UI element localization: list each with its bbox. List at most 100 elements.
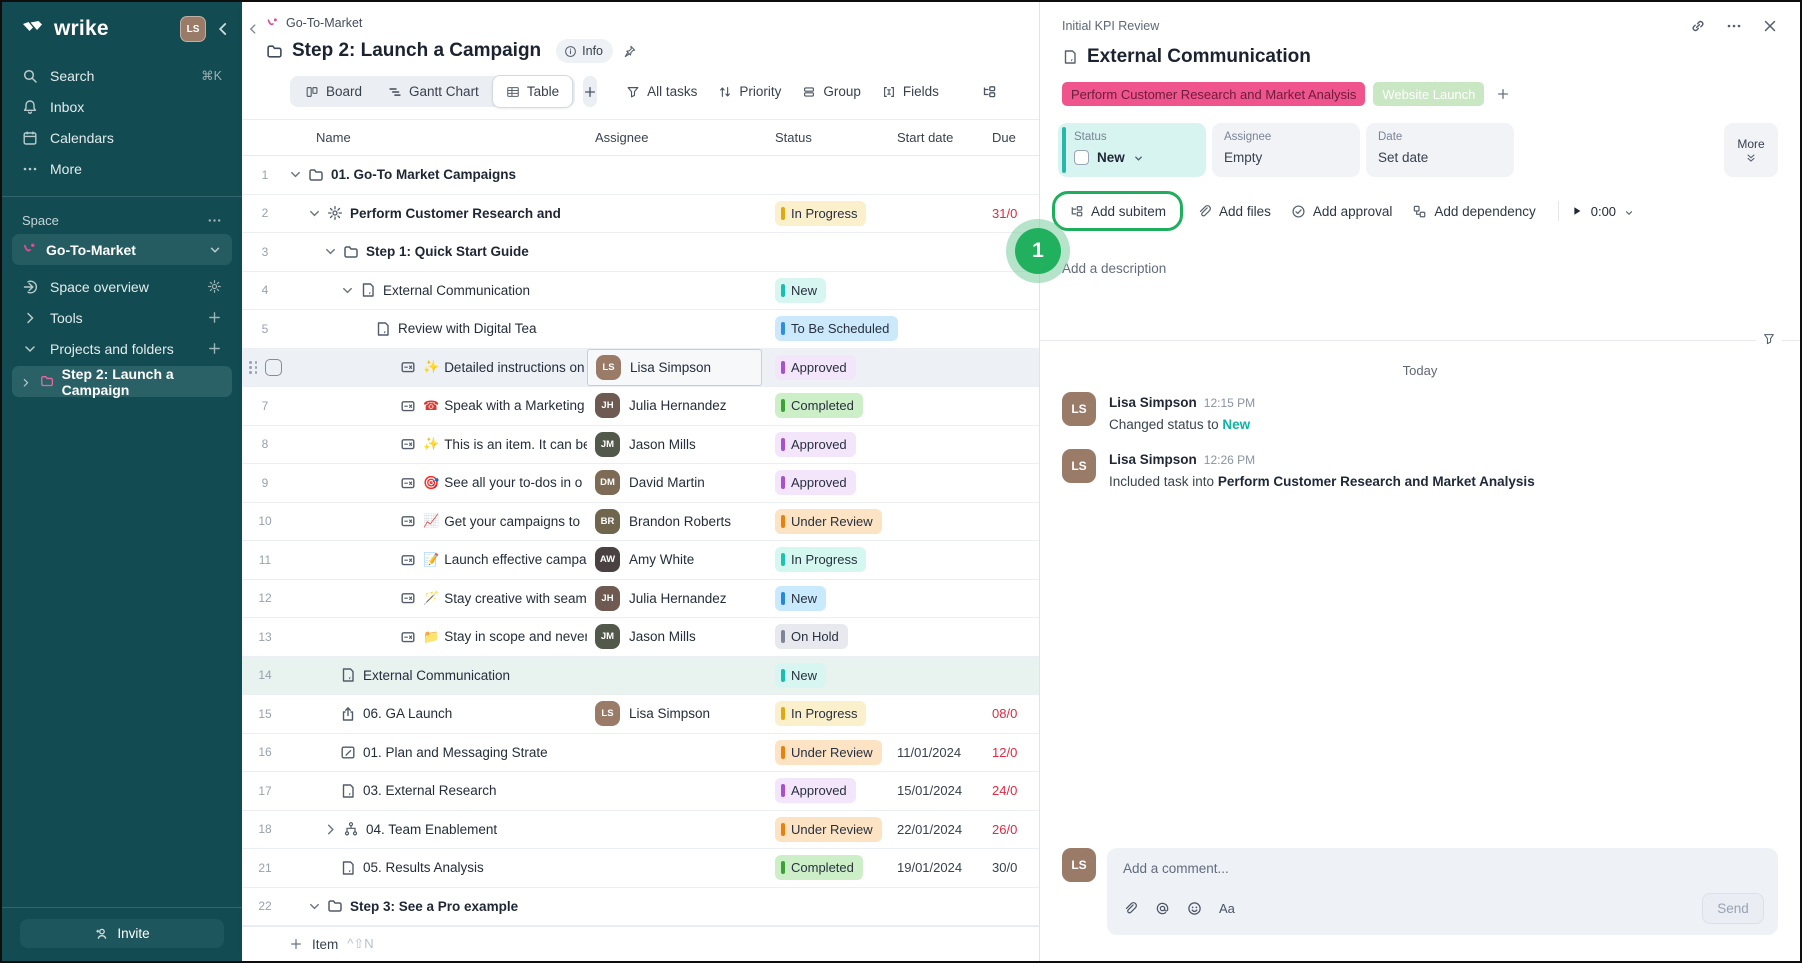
status-cell[interactable]: In Progress — [762, 701, 897, 727]
status-badge[interactable]: Approved — [775, 778, 856, 804]
assignee-cell[interactable] — [587, 233, 762, 271]
chevron-right-icon[interactable] — [20, 375, 32, 388]
table-row-18[interactable]: 18 04. Team Enablement Under Review 22/01/2… — [242, 811, 1039, 849]
sidebar-item-search[interactable]: Search ⌘K — [12, 60, 232, 91]
add-subitem-button[interactable]: Add subitem — [1059, 196, 1176, 226]
close-icon[interactable] — [1762, 18, 1778, 34]
assignee-cell[interactable]: DM David Martin — [587, 464, 762, 502]
add-approval-button[interactable]: Add approval — [1281, 196, 1403, 226]
sidebar-item-tools[interactable]: Tools — [12, 302, 232, 333]
sidebar-item-more[interactable]: More — [12, 153, 232, 184]
table-row-3[interactable]: 3 Step 1: Quick Start Guide — [242, 233, 1039, 272]
assignee-cell[interactable] — [587, 888, 762, 926]
status-badge[interactable]: Approved — [775, 354, 856, 380]
comment-author[interactable]: Lisa Simpson — [1109, 452, 1197, 467]
assignee-cell[interactable] — [587, 734, 762, 772]
assignee-cell[interactable] — [587, 849, 762, 887]
gear-icon[interactable] — [207, 279, 222, 294]
status-cell[interactable]: Completed — [762, 855, 897, 881]
add-dependency-button[interactable]: Add dependency — [1402, 196, 1545, 226]
assignee-cell[interactable]: BR Brandon Roberts — [587, 503, 762, 541]
plus-icon[interactable] — [207, 310, 222, 325]
start-date-cell[interactable]: 19/01/2024 — [897, 860, 963, 876]
due-date-cell[interactable]: 08/0 — [992, 706, 1018, 722]
assignee-cell[interactable] — [587, 772, 762, 810]
assignee-cell[interactable]: AW Amy White — [587, 541, 762, 579]
start-date-cell[interactable]: 15/01/2024 — [897, 783, 963, 799]
table-row-13[interactable]: 13 📁 Stay in scope and never JM Jason Mills O… — [242, 618, 1039, 657]
due-date-cell[interactable]: 30/0 — [992, 860, 1018, 876]
add-tag-icon[interactable] — [1496, 87, 1510, 101]
tag-badge[interactable]: Perform Customer Research and Market Ana… — [1062, 82, 1366, 106]
column-header-assignee[interactable]: Assignee — [595, 130, 649, 145]
assignee-cell[interactable]: JH Julia Hernandez — [587, 387, 762, 425]
table-row-1[interactable]: 1 01. Go-To Market Campaigns — [242, 156, 1039, 195]
date-field[interactable]: Date Set date — [1366, 123, 1514, 177]
status-badge[interactable]: Under Review — [775, 816, 882, 842]
assignee-cell[interactable]: JH Julia Hernandez — [587, 580, 762, 618]
panel-collapse-icon[interactable] — [246, 22, 260, 36]
status-cell[interactable]: New — [762, 662, 897, 688]
start-date-cell[interactable]: 22/01/2024 — [897, 821, 963, 837]
filter-priority[interactable]: Priority — [718, 84, 781, 99]
table-row-16[interactable]: 16 01. Plan and Messaging Strate Under Rev… — [242, 734, 1039, 772]
add-item-button[interactable]: Item — [312, 936, 339, 952]
permalink-icon[interactable] — [1690, 18, 1706, 34]
table-row-2[interactable]: 2 Perform Customer Research and In Progres… — [242, 195, 1039, 233]
task-name-cell[interactable]: Perform Customer Research and — [288, 205, 587, 221]
status-cell[interactable]: Completed — [762, 393, 897, 419]
comment-input[interactable]: Add a comment... Aa Send — [1107, 848, 1778, 935]
status-badge[interactable]: Approved — [775, 470, 856, 496]
assignee-field[interactable]: Assignee Empty — [1212, 123, 1360, 177]
table-row-22[interactable]: 22 Step 3: See a Pro example — [242, 888, 1039, 926]
status-badge[interactable]: Under Review — [775, 739, 882, 765]
sidebar-item-step2-project[interactable]: Step 2: Launch a Campaign — [12, 366, 232, 398]
sidebar-item-inbox[interactable]: Inbox — [12, 91, 232, 122]
task-name-cell[interactable]: 01. Plan and Messaging Strate — [288, 744, 587, 760]
status-cell[interactable]: Approved — [762, 431, 897, 457]
comment-author[interactable]: Lisa Simpson — [1109, 395, 1197, 410]
task-name-cell[interactable]: Step 1: Quick Start Guide — [288, 244, 587, 260]
sidebar-item-calendars[interactable]: Calendars — [12, 122, 232, 153]
task-name-cell[interactable]: 📝 Launch effective campa — [288, 552, 587, 568]
drag-handle-icon[interactable] — [249, 361, 258, 374]
table-row-10[interactable]: 10 📈 Get your campaigns to BR Brandon Robert… — [242, 503, 1039, 541]
due-date-cell[interactable]: 24/0 — [992, 783, 1018, 799]
panel-breadcrumb[interactable]: Initial KPI Review — [1062, 19, 1160, 33]
status-cell[interactable]: New — [762, 277, 897, 303]
table-row-9[interactable]: 9 🎯 See all your to-dos in o DM David Martin… — [242, 464, 1039, 503]
task-name-cell[interactable]: 06. GA Launch — [288, 706, 587, 722]
mention-icon[interactable] — [1155, 901, 1170, 916]
table-row-17[interactable]: 17 03. External Research Approved 15/01/202… — [242, 772, 1039, 811]
breadcrumb[interactable]: Go-To-Market — [266, 16, 1039, 30]
chevron-down-icon[interactable] — [307, 899, 322, 914]
status-badge[interactable]: Under Review — [775, 508, 882, 534]
status-field[interactable]: Status New — [1058, 123, 1206, 177]
status-cell[interactable]: In Progress — [762, 200, 897, 226]
column-header-name[interactable]: Name — [316, 130, 351, 145]
invite-button[interactable]: Invite — [20, 919, 224, 948]
status-checkbox[interactable] — [1074, 150, 1089, 165]
chevron-down-icon[interactable] — [307, 206, 322, 221]
task-name-cell[interactable]: 05. Results Analysis — [288, 860, 587, 876]
pin-icon[interactable] — [622, 44, 637, 59]
task-name-cell[interactable]: 04. Team Enablement — [288, 821, 587, 837]
assignee-cell[interactable] — [587, 811, 762, 849]
status-badge[interactable]: To Be Scheduled — [775, 316, 899, 342]
chevron-right-icon[interactable] — [323, 822, 338, 837]
assignee-cell[interactable] — [587, 156, 762, 194]
due-date-cell[interactable]: 12/0 — [992, 744, 1018, 760]
column-header-start-date[interactable]: Start date — [897, 130, 954, 145]
task-name-cell[interactable]: Review with Digital Tea — [288, 321, 587, 337]
task-name-cell[interactable]: 🎯 See all your to-dos in o — [288, 475, 587, 491]
task-name-cell[interactable]: 🪄 Stay creative with seam — [288, 590, 587, 606]
status-cell[interactable]: Under Review — [762, 739, 897, 765]
feed-filter-icon[interactable] — [1756, 332, 1782, 348]
info-button[interactable]: Info — [556, 39, 614, 63]
sidebar-space-go-to-market[interactable]: Go-To-Market — [12, 234, 232, 265]
column-header-due[interactable]: Due — [992, 130, 1016, 145]
chevron-down-icon[interactable] — [340, 283, 355, 298]
description-placeholder[interactable]: Add a description — [1062, 261, 1167, 276]
subitem-toolbar-icon[interactable] — [981, 84, 997, 100]
table-row-7[interactable]: 7 ☎ Speak with a Marketing JH Julia Hernande… — [242, 387, 1039, 426]
